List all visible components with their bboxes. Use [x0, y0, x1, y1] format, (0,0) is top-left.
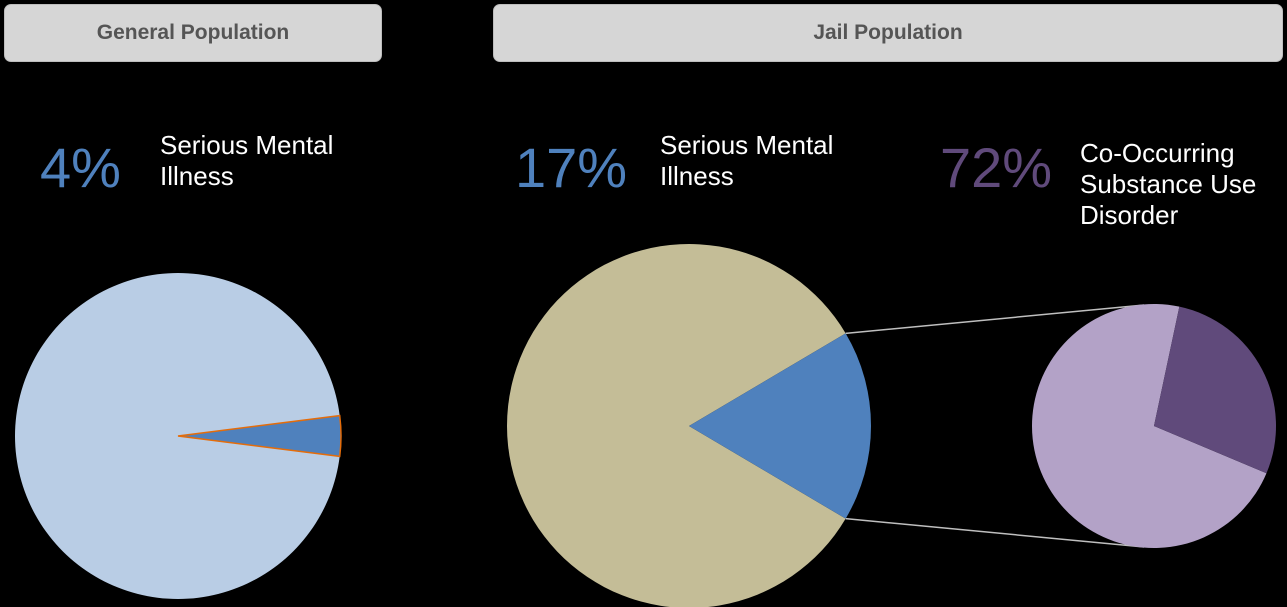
general-population-header: General Population: [4, 4, 382, 62]
jail-smi-label: Serious Mental Illness: [660, 130, 834, 191]
cooccurring-other-slice: [1154, 306, 1276, 474]
general-smi-percent: 4%: [40, 136, 121, 199]
jail-smi-slice: [689, 333, 871, 519]
breakout-connectors: [845, 304, 1145, 548]
connector-line-bottom: [845, 517, 1145, 548]
cooccurring-slice: [1031, 303, 1267, 548]
cooccurring-percent: 72%: [940, 136, 1053, 199]
jail-population-pie: [507, 244, 871, 607]
general-smi-slice: [177, 414, 342, 458]
jail-other-slice: [507, 244, 846, 607]
jail-population-header-label: Jail Population: [813, 21, 963, 44]
general-population-header-label: General Population: [96, 21, 290, 44]
connector-line-top: [845, 304, 1145, 335]
jail-smi-percent: 17%: [515, 136, 628, 199]
co-occurring-pie: [1031, 303, 1276, 548]
general-other-slice: [14, 272, 340, 599]
general-population-pie: [14, 272, 342, 599]
jail-population-header: Jail Population: [493, 4, 1283, 62]
general-smi-label: Serious Mental Illness: [160, 130, 334, 191]
cooccurring-label: Co-Occurring Substance Use Disorder: [1080, 138, 1257, 230]
